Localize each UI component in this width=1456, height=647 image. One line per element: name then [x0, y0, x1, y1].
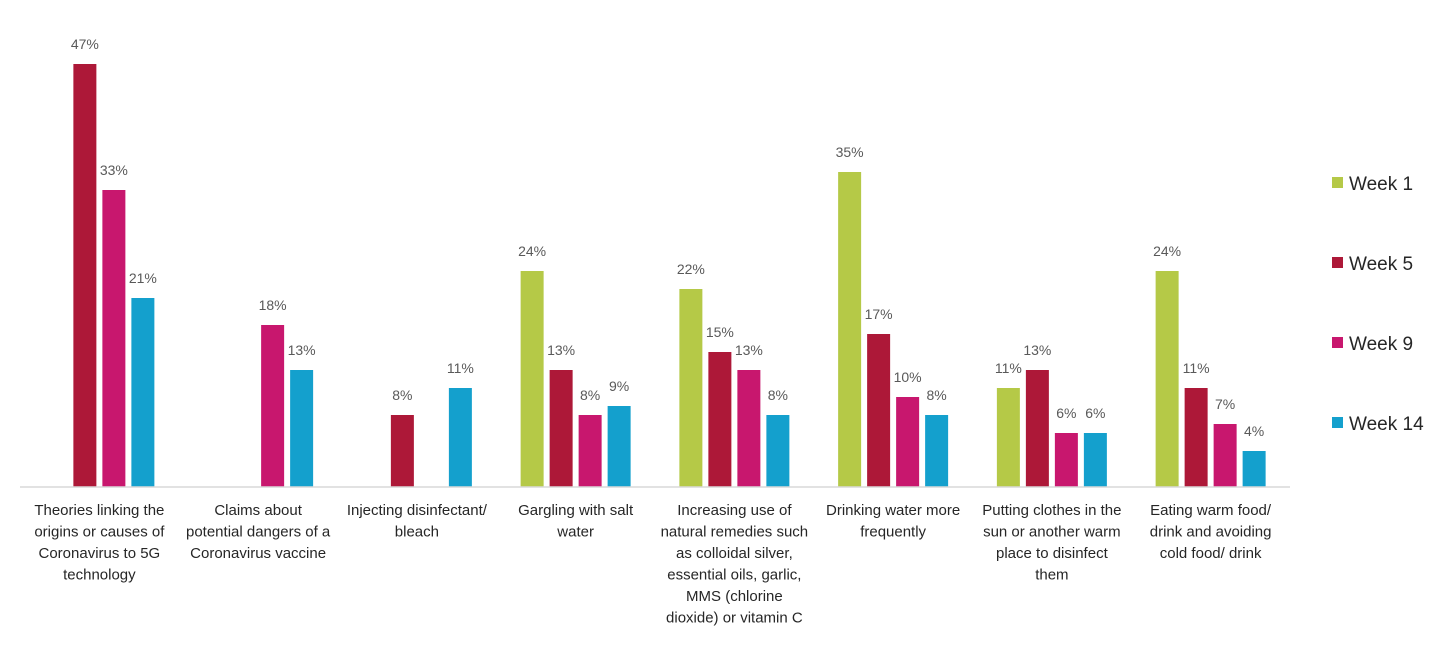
bar-week-14-cat-2: [290, 370, 314, 487]
bar-week-5-cat-5: [708, 352, 732, 487]
value-label: 9%: [609, 378, 629, 394]
bar-week-9-cat-8: [1213, 424, 1237, 487]
value-label: 6%: [1085, 405, 1105, 421]
legend-swatch: [1332, 337, 1343, 348]
bar-week-9-cat-7: [1054, 433, 1078, 487]
value-label: 15%: [706, 324, 734, 340]
bar-week-9-cat-2: [261, 325, 285, 487]
value-label: 8%: [927, 387, 947, 403]
legend: Week 1 Week 5 Week 9 Week 14: [1332, 174, 1424, 435]
category-label: Injecting disinfectant/bleach: [347, 502, 488, 541]
category-labels-layer: Theories linking the origins or causes of…: [34, 502, 1272, 627]
value-label: 47%: [71, 36, 99, 52]
category-label: Gargling with salt water: [518, 502, 634, 541]
value-label: 11%: [995, 360, 1022, 376]
bar-week-1-cat-7: [996, 388, 1020, 487]
bar-week-14-cat-5: [766, 415, 790, 487]
value-label: 13%: [288, 342, 316, 358]
value-label: 21%: [129, 270, 157, 286]
value-label: 8%: [392, 387, 412, 403]
bar-week-14-cat-1: [131, 298, 155, 487]
value-label: 33%: [100, 162, 128, 178]
bar-week-5-cat-7: [1025, 370, 1049, 487]
legend-label: Week 1: [1349, 174, 1413, 195]
legend-label: Week 9: [1349, 334, 1413, 355]
value-label: 13%: [735, 342, 763, 358]
category-label: Increasing use of natural remedies such as…: [661, 502, 809, 627]
value-label: 7%: [1215, 396, 1235, 412]
legend-swatch: [1332, 417, 1343, 428]
bar-week-14-cat-7: [1083, 433, 1107, 487]
value-label: 24%: [518, 243, 546, 259]
value-label: 11%: [1183, 360, 1210, 376]
bar-week-14-cat-8: [1242, 451, 1266, 487]
bar-week-5-cat-3: [390, 415, 414, 487]
bar-week-9-cat-1: [102, 190, 126, 487]
bar-week-9-cat-5: [737, 370, 761, 487]
category-label: Claims about potential dangers of a Corona…: [186, 502, 331, 562]
bar-week-9-cat-6: [896, 397, 920, 487]
legend-swatch: [1332, 257, 1343, 268]
bar-week-1-cat-8: [1155, 271, 1179, 487]
category-label: Theories linking the origins or causes of…: [34, 502, 165, 584]
bar-week-1-cat-6: [838, 172, 862, 487]
value-labels-layer: 47%33%21%18%13%8%11%24%13%8%9%22%15%13%8…: [71, 36, 1264, 439]
category-label: Drinking water more frequently: [826, 502, 960, 541]
bar-week-1-cat-5: [679, 289, 703, 487]
legend-label: Week 14: [1349, 414, 1424, 435]
bar-week-14-cat-4: [607, 406, 631, 487]
value-label: 4%: [1244, 423, 1264, 439]
legend-label: Week 5: [1349, 254, 1413, 275]
value-label: 13%: [547, 342, 575, 358]
category-label: Eating warm food/drink and avoiding cold …: [1150, 502, 1272, 562]
category-label: Putting clothes in the sun or another war…: [982, 502, 1121, 584]
bar-week-5-cat-8: [1184, 388, 1208, 487]
value-label: 17%: [865, 306, 893, 322]
value-label: 13%: [1023, 342, 1051, 358]
bar-week-1-cat-4: [520, 271, 544, 487]
value-label: 10%: [894, 369, 922, 385]
value-label: 8%: [580, 387, 600, 403]
bars-layer: [73, 64, 1266, 487]
legend-swatch: [1332, 177, 1343, 188]
value-label: 8%: [768, 387, 788, 403]
bar-week-5-cat-1: [73, 64, 97, 487]
bar-week-14-cat-6: [925, 415, 949, 487]
value-label: 11%: [447, 360, 474, 376]
value-label: 22%: [677, 261, 705, 277]
value-label: 6%: [1056, 405, 1076, 421]
bar-week-9-cat-4: [578, 415, 602, 487]
value-label: 35%: [836, 144, 864, 160]
bar-week-5-cat-6: [867, 334, 891, 487]
bar-week-14-cat-3: [448, 388, 472, 487]
value-label: 24%: [1153, 243, 1181, 259]
bar-week-5-cat-4: [549, 370, 573, 487]
value-label: 18%: [259, 297, 287, 313]
